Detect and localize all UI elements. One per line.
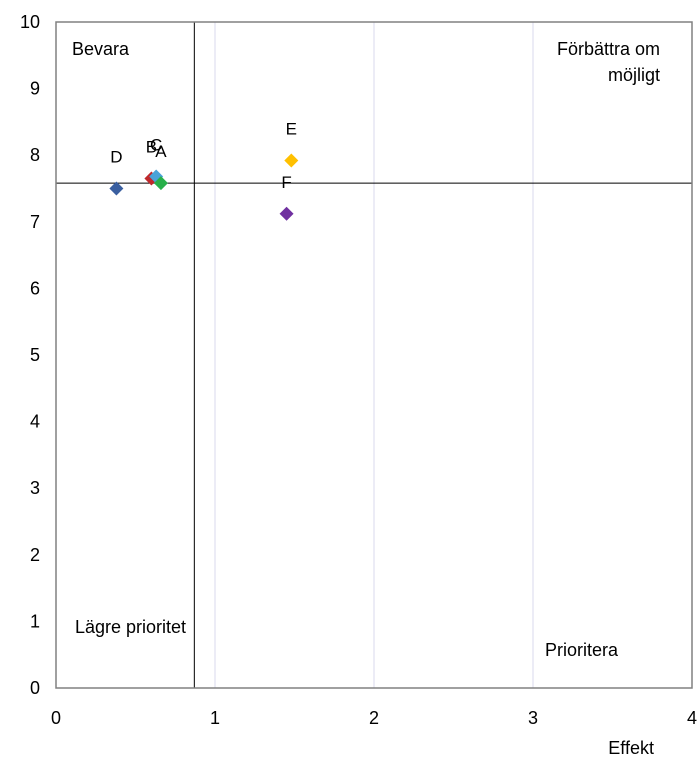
x-tick-label: 1 bbox=[210, 708, 220, 728]
plot-border bbox=[55, 21, 693, 689]
y-tick-label: 2 bbox=[30, 545, 40, 565]
quadrant-label-top-right-line2: möjligt bbox=[608, 65, 660, 85]
gridlines bbox=[214, 22, 534, 688]
y-tick-label: 5 bbox=[30, 345, 40, 365]
y-tick-label: 3 bbox=[30, 478, 40, 498]
y-tick-labels: 0 1 2 3 4 5 6 7 8 9 10 bbox=[20, 12, 40, 698]
y-tick-label: 6 bbox=[30, 278, 40, 298]
point-label-a: A bbox=[155, 142, 167, 161]
quadrant-label-top-right-line1: Förbättra om bbox=[557, 39, 660, 59]
x-axis-label: Effekt bbox=[608, 738, 654, 758]
x-tick-labels: 0 1 2 3 4 bbox=[51, 708, 697, 728]
y-tick-label: 0 bbox=[30, 678, 40, 698]
point-label-e: E bbox=[286, 120, 297, 139]
y-tick-label: 10 bbox=[20, 12, 40, 32]
y-tick-label: 9 bbox=[30, 79, 40, 99]
point-label-f: F bbox=[281, 173, 291, 192]
data-point-e bbox=[284, 153, 299, 168]
point-label-d: D bbox=[110, 148, 122, 167]
quadrant-label-bottom-left: Lägre prioritet bbox=[75, 617, 186, 637]
data-point-f bbox=[279, 206, 294, 221]
data-points: D BCA E F bbox=[109, 120, 299, 221]
y-tick-label: 8 bbox=[30, 145, 40, 165]
x-tick-label: 0 bbox=[51, 708, 61, 728]
point-label-c: C bbox=[150, 136, 162, 155]
quadrant-label-top-left: Bevara bbox=[72, 39, 130, 59]
data-point-a bbox=[153, 176, 168, 191]
y-tick-label: 4 bbox=[30, 412, 40, 432]
x-tick-label: 4 bbox=[687, 708, 697, 728]
y-tick-label: 1 bbox=[30, 611, 40, 631]
x-tick-label: 2 bbox=[369, 708, 379, 728]
point-label-b: B bbox=[146, 138, 157, 157]
x-tick-label: 3 bbox=[528, 708, 538, 728]
quadrant-label-bottom-right: Prioritera bbox=[545, 640, 619, 660]
data-point-d bbox=[109, 181, 124, 196]
y-tick-label: 7 bbox=[30, 212, 40, 232]
